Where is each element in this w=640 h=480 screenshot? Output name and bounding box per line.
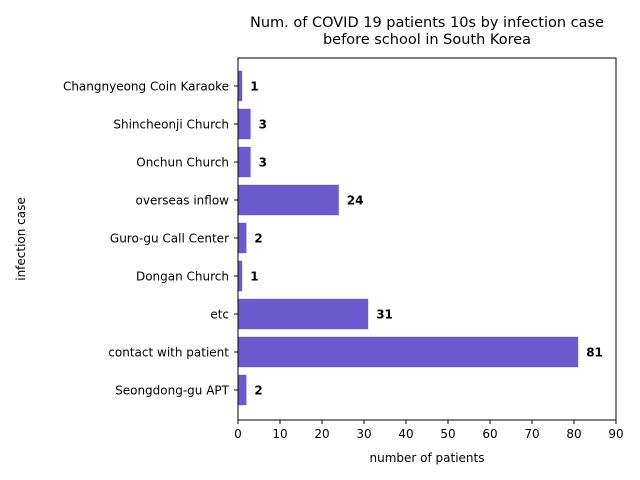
- data-label: 1: [250, 270, 258, 284]
- data-label: 3: [259, 118, 267, 132]
- data-label: 2: [254, 384, 262, 398]
- y-axis-ticks: Seongdong-gu APT contact with patient etc D…: [63, 80, 238, 398]
- bar: [238, 108, 251, 140]
- data-label: 24: [347, 194, 364, 208]
- bar: [238, 336, 579, 368]
- x-tick-label: 0: [234, 427, 242, 441]
- x-tick-label: 20: [314, 427, 329, 441]
- bar: [238, 374, 247, 406]
- bar: [238, 70, 243, 102]
- data-label: 81: [586, 346, 603, 360]
- x-tick-label: 60: [482, 427, 497, 441]
- x-tick-label: 70: [524, 427, 539, 441]
- bar: [238, 184, 339, 216]
- x-axis-ticks: 0 10 20 30 40 50 60 70 80 90: [234, 420, 624, 441]
- y-tick-label: Guro-gu Call Center: [110, 232, 229, 246]
- data-label: 3: [259, 156, 267, 170]
- data-label: 2: [254, 232, 262, 246]
- x-tick-label: 90: [608, 427, 623, 441]
- x-tick-label: 50: [440, 427, 455, 441]
- x-axis-label: number of patients: [370, 451, 485, 465]
- x-tick-label: 40: [398, 427, 413, 441]
- data-label: 31: [376, 308, 393, 322]
- y-tick-label: Shincheonji Church: [113, 118, 229, 132]
- y-tick-label: Onchun Church: [136, 156, 229, 170]
- y-axis-label: infection case: [14, 197, 28, 281]
- y-tick-label: etc: [210, 308, 229, 322]
- data-label: 1: [250, 80, 258, 94]
- y-tick-label: Seongdong-gu APT: [115, 384, 230, 398]
- plot-frame: [237, 57, 617, 421]
- y-tick-label: contact with patient: [108, 346, 229, 360]
- y-tick-label: Dongan Church: [136, 270, 229, 284]
- bars-group: [238, 70, 579, 406]
- chart-title-line-2: before school in South Korea: [323, 32, 531, 48]
- bar: [238, 260, 243, 292]
- chart-title-line-1: Num. of COVID 19 patients 10s by infecti…: [250, 15, 604, 31]
- x-tick-label: 80: [566, 427, 581, 441]
- y-tick-label: Changnyeong Coin Karaoke: [63, 80, 229, 94]
- bar: [238, 298, 369, 330]
- y-tick-label: overseas inflow: [136, 194, 230, 208]
- x-tick-label: 10: [272, 427, 287, 441]
- bar: [238, 222, 247, 254]
- bar: [238, 146, 251, 178]
- x-tick-label: 30: [356, 427, 371, 441]
